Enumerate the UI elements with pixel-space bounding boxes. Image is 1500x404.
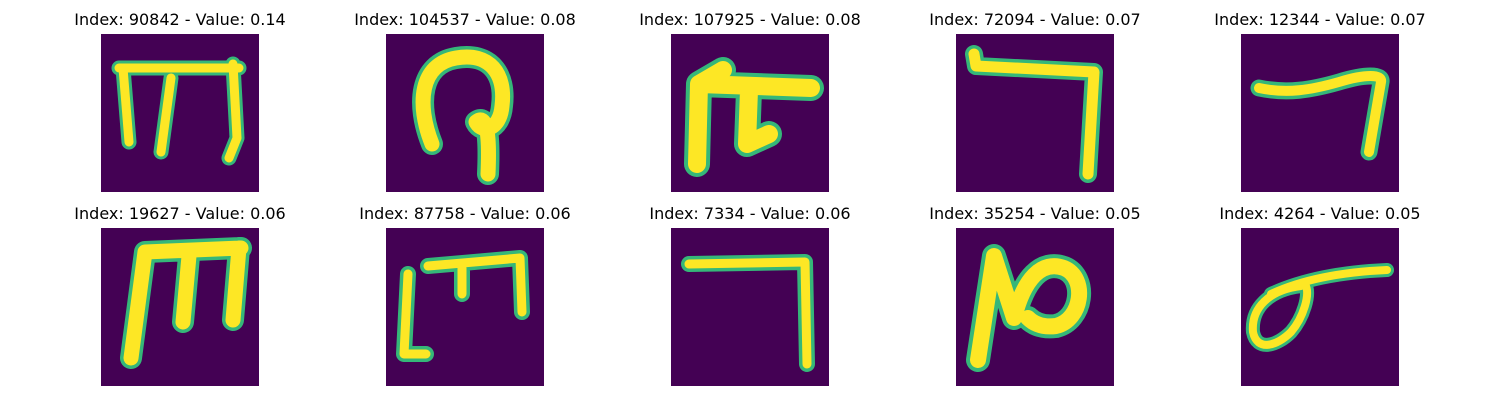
glyph-drawing xyxy=(396,250,530,362)
glyph-image xyxy=(1241,228,1399,386)
glyph-drawing xyxy=(965,45,1103,183)
grid-cell-5: Index: 12344 - Value: 0.07 xyxy=(1190,10,1450,210)
glyph-image xyxy=(671,228,829,386)
image-title: Index: 104537 - Value: 0.08 xyxy=(354,10,576,29)
image-title: Index: 4264 - Value: 0.05 xyxy=(1219,204,1421,223)
glyph-drawing xyxy=(1245,263,1394,352)
glyph-image xyxy=(956,228,1114,386)
glyph-image xyxy=(101,228,259,386)
image-title: Index: 87758 - Value: 0.06 xyxy=(359,204,571,223)
image-title: Index: 12344 - Value: 0.07 xyxy=(1214,10,1426,29)
glyph-drawing xyxy=(1250,67,1390,161)
grid-cell-9: Index: 35254 - Value: 0.05 xyxy=(905,204,1165,404)
image-title: Index: 90842 - Value: 0.14 xyxy=(74,10,286,29)
glyph-image xyxy=(956,34,1114,192)
glyph-drawing xyxy=(681,254,815,372)
glyph-drawing xyxy=(412,46,514,185)
grid-cell-8: Index: 7334 - Value: 0.06 xyxy=(620,204,880,404)
glyph-image xyxy=(386,228,544,386)
glyph-drawing xyxy=(966,244,1092,372)
glyph-image xyxy=(671,34,829,192)
glyph-drawing xyxy=(120,237,252,369)
grid-cell-1: Index: 90842 - Value: 0.14 xyxy=(50,10,310,210)
glyph-image xyxy=(1241,34,1399,192)
glyph-image xyxy=(386,34,544,192)
grid-cell-10: Index: 4264 - Value: 0.05 xyxy=(1190,204,1450,404)
glyph-drawing xyxy=(111,56,247,166)
grid-cell-7: Index: 87758 - Value: 0.06 xyxy=(335,204,595,404)
image-title: Index: 19627 - Value: 0.06 xyxy=(74,204,286,223)
grid-cell-2: Index: 104537 - Value: 0.08 xyxy=(335,10,595,210)
image-title: Index: 72094 - Value: 0.07 xyxy=(929,10,1141,29)
image-title: Index: 35254 - Value: 0.05 xyxy=(929,204,1141,223)
glyph-drawing xyxy=(684,57,824,177)
grid-cell-6: Index: 19627 - Value: 0.06 xyxy=(50,204,310,404)
image-title: Index: 7334 - Value: 0.06 xyxy=(649,204,851,223)
image-title: Index: 107925 - Value: 0.08 xyxy=(639,10,861,29)
glyph-image xyxy=(101,34,259,192)
grid-cell-3: Index: 107925 - Value: 0.08 xyxy=(620,10,880,210)
grid-cell-4: Index: 72094 - Value: 0.07 xyxy=(905,10,1165,210)
